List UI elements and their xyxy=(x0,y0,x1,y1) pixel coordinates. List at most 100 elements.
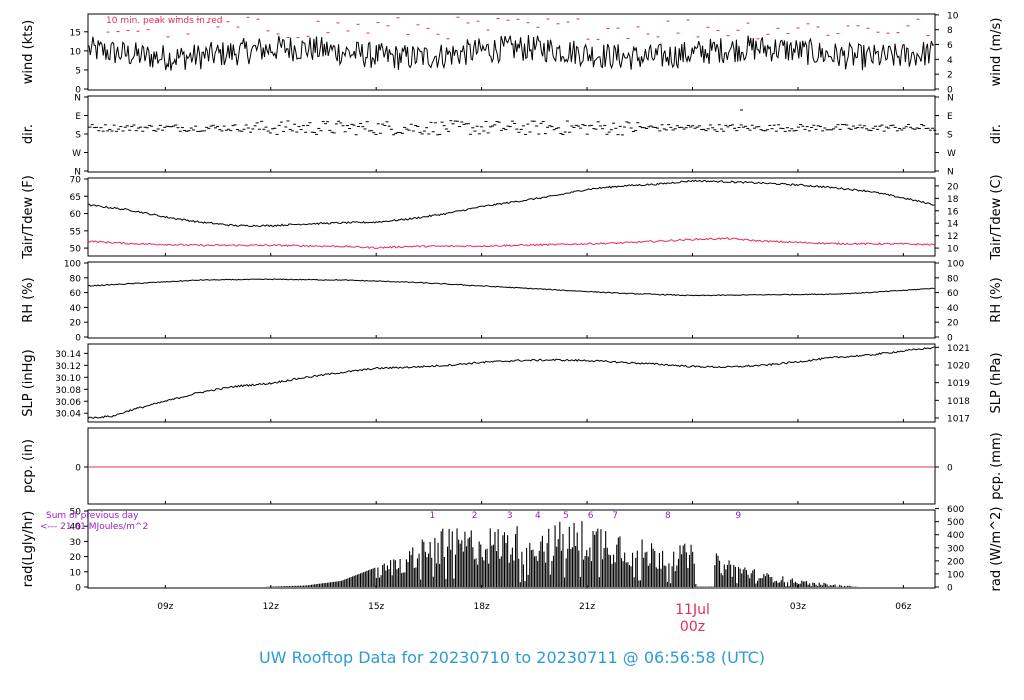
y-tick-label-left-temp: 70 xyxy=(70,176,82,186)
panel-frame-rad xyxy=(87,509,936,589)
panel-frame-rh xyxy=(87,261,936,339)
y-axis-label-right-dir: dir. xyxy=(989,124,1004,144)
x-tick-label: 21z xyxy=(579,602,595,612)
y-tick-label-right-rh: 20 xyxy=(947,319,959,329)
y-tick-label-left-wind: 5 xyxy=(75,66,81,76)
panel-frame-dir xyxy=(87,95,936,173)
radiation-hour-mark: 6 xyxy=(588,511,594,521)
y-tick-label-left-temp: 55 xyxy=(70,227,81,237)
relative-humidity-line xyxy=(87,278,935,297)
y-tick-label-left-slp: 30.14 xyxy=(55,350,81,360)
y-tick-label-right-rad: 100 xyxy=(947,570,964,580)
y-tick-label-right-wind: 2 xyxy=(947,71,953,81)
y-tick-label-right-rh: 100 xyxy=(947,260,964,270)
wind-annotation: 10 min. peak winds in red xyxy=(106,16,223,26)
y-axis-label-left-temp: Tair/Tdew (F) xyxy=(21,175,36,260)
y-tick-label-left-slp: 30.06 xyxy=(55,398,81,408)
y-tick-label-right-dir: E xyxy=(947,112,953,122)
y-tick-label-right-dir: W xyxy=(947,149,956,159)
panel-frame-temp xyxy=(87,177,936,257)
y-tick-label-left-rh: 80 xyxy=(70,274,82,284)
y-tick-label-right-dir: S xyxy=(947,131,953,141)
air-temperature-line xyxy=(88,179,935,228)
y-axis-label-left-rad: rad(Lgly/hr) xyxy=(21,511,36,587)
y-axis-label-left-dir: dir. xyxy=(21,124,36,144)
x-tick-label: 18z xyxy=(474,602,490,612)
y-tick-label-left-rad: 0 xyxy=(75,584,81,594)
radiation-hour-mark: 7 xyxy=(612,511,618,521)
y-tick-label-left-rh: 100 xyxy=(64,260,81,270)
y-tick-label-left-slp: 30.04 xyxy=(55,410,81,420)
y-tick-label-left-rh: 0 xyxy=(75,334,81,344)
y-axis-label-left-pcp: pcp. (in) xyxy=(21,439,36,493)
radiation-hour-mark: 9 xyxy=(735,511,741,521)
y-tick-label-right-pcp: 0 xyxy=(947,464,953,474)
y-tick-label-left-wind: 10 xyxy=(70,47,82,57)
y-tick-label-left-rh: 20 xyxy=(70,319,82,329)
y-tick-label-left-rh: 40 xyxy=(70,304,82,314)
y-tick-label-right-rh: 60 xyxy=(947,289,959,299)
y-axis-label-right-slp: SLP (hPa) xyxy=(989,352,1004,413)
y-tick-label-left-slp: 30.08 xyxy=(55,386,81,396)
radiation-note-line1: Sum of previous day xyxy=(46,511,139,521)
y-tick-label-right-slp: 1021 xyxy=(947,344,970,354)
y-tick-label-left-dir: N xyxy=(74,94,81,104)
figure-title: UW Rooftop Data for 20230710 to 20230711… xyxy=(258,648,766,667)
y-tick-label-right-wind: 10 xyxy=(947,11,959,21)
y-tick-label-left-temp: 65 xyxy=(70,193,81,203)
y-tick-label-right-temp: 16 xyxy=(947,207,959,217)
y-axis-label-right-temp: Tair/Tdew (C) xyxy=(989,174,1004,260)
y-tick-label-left-dir: E xyxy=(75,112,81,122)
y-tick-label-left-pcp: 0 xyxy=(75,464,81,474)
y-tick-label-right-rh: 80 xyxy=(947,274,959,284)
y-tick-label-left-slp: 30.10 xyxy=(55,374,81,384)
x-tick-label: 12z xyxy=(263,602,279,612)
y-axis-label-right-rad: rad (W/m^2) xyxy=(989,507,1004,592)
x-tick-label: 15z xyxy=(368,602,384,612)
y-tick-label-right-rad: 200 xyxy=(947,557,964,567)
y-axis-label-left-rh: RH (%) xyxy=(21,277,36,322)
y-tick-label-left-dir: N xyxy=(74,168,81,178)
y-tick-label-right-rad: 600 xyxy=(947,505,964,515)
radiation-hour-mark: 5 xyxy=(563,511,569,521)
radiation-note-line2: <--- 21.61 MJoules/m^2 xyxy=(40,522,148,532)
panel-frame-wind xyxy=(87,13,936,91)
x-date-sublabel: 00z xyxy=(680,619,705,635)
y-tick-label-left-wind: 15 xyxy=(70,28,81,38)
y-tick-label-left-temp: 50 xyxy=(70,245,82,255)
y-tick-label-right-rad: 300 xyxy=(947,544,964,554)
panel-frame-pcp xyxy=(87,427,936,505)
radiation-hour-mark: 1 xyxy=(430,511,436,521)
panel-frame-slp xyxy=(87,343,936,423)
dewpoint-line xyxy=(87,236,935,250)
y-tick-label-right-rh: 0 xyxy=(947,334,953,344)
y-tick-label-right-wind: 6 xyxy=(947,41,953,51)
y-tick-label-right-rad: 400 xyxy=(947,531,964,541)
y-tick-label-left-dir: W xyxy=(72,149,81,159)
y-tick-label-right-rad: 500 xyxy=(947,518,964,528)
y-axis-label-right-pcp: pcp. (mm) xyxy=(989,432,1004,499)
y-tick-label-left-wind: 0 xyxy=(75,86,81,96)
x-date-label: 11Jul xyxy=(675,602,710,618)
y-tick-label-right-dir: N xyxy=(947,94,954,104)
y-tick-label-right-wind: 0 xyxy=(947,86,953,96)
y-tick-label-left-rad: 30 xyxy=(70,538,82,548)
y-axis-label-left-wind: wind (kts) xyxy=(21,20,36,84)
radiation-hour-mark: 8 xyxy=(665,511,671,521)
y-tick-label-right-slp: 1017 xyxy=(947,415,970,425)
y-tick-label-right-dir: N xyxy=(947,168,954,178)
y-tick-label-left-rad: 10 xyxy=(70,568,82,578)
y-tick-label-left-rad: 40 xyxy=(70,523,82,533)
radiation-hour-mark: 2 xyxy=(472,511,478,521)
y-tick-label-left-rh: 60 xyxy=(70,289,82,299)
y-axis-label-right-rh: RH (%) xyxy=(989,277,1004,322)
y-axis-label-right-wind: wind (m/s) xyxy=(989,18,1004,87)
y-tick-label-right-slp: 1020 xyxy=(947,361,970,371)
x-tick-label: 03z xyxy=(790,602,806,612)
y-tick-label-left-rad: 20 xyxy=(70,553,82,563)
y-tick-label-right-wind: 8 xyxy=(947,26,953,36)
y-tick-label-right-temp: 10 xyxy=(947,245,959,255)
y-tick-label-right-slp: 1019 xyxy=(947,379,970,389)
y-tick-label-left-dir: S xyxy=(75,131,81,141)
x-tick-label: 06z xyxy=(895,602,911,612)
